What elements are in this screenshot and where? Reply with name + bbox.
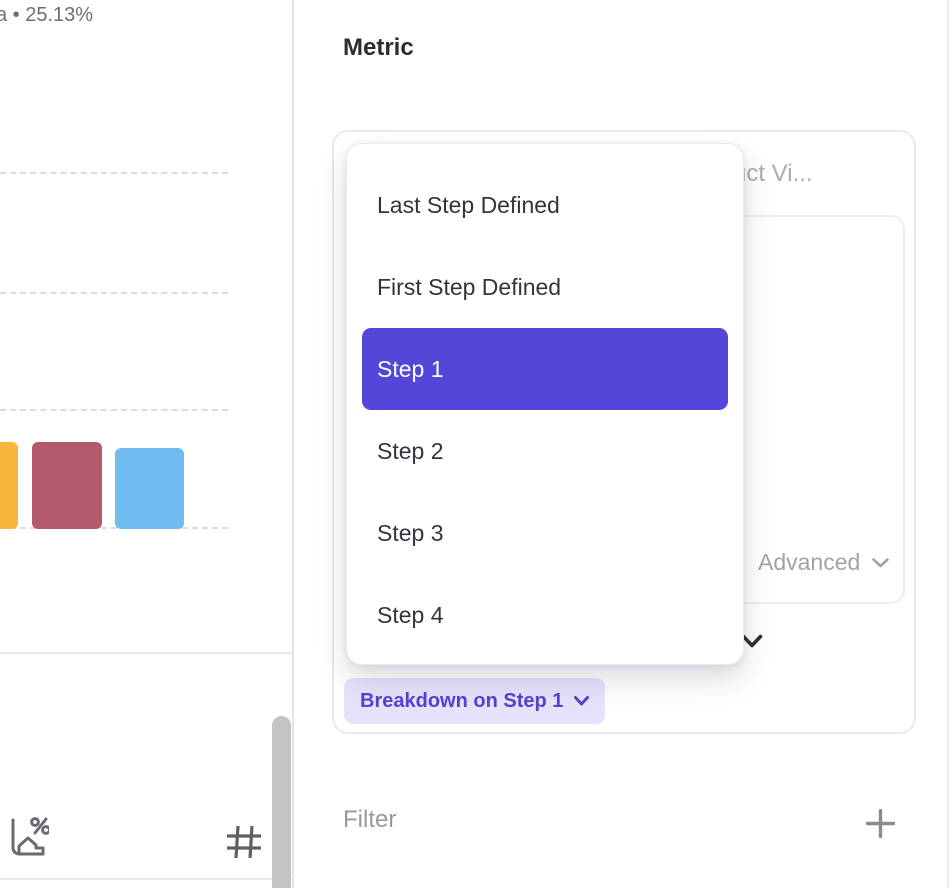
chevron-down-icon[interactable] xyxy=(741,634,763,649)
chart-baseline xyxy=(0,527,228,529)
menu-item-last-step-defined[interactable]: Last Step Defined xyxy=(377,191,560,218)
left-panel-section-divider xyxy=(0,652,293,654)
chart-hover-value-label: a • 25.13% xyxy=(0,4,94,26)
menu-item-first-step-defined[interactable]: First Step Defined xyxy=(377,273,562,300)
menu-item-step-1-selected[interactable]: Step 1 xyxy=(362,328,728,410)
vertical-scrollbar-thumb[interactable] xyxy=(272,716,291,888)
grid-hash-icon[interactable] xyxy=(225,824,263,860)
right-panel-edge xyxy=(947,0,949,888)
panel-divider xyxy=(292,0,294,888)
breakdown-on-step-button[interactable]: Breakdown on Step 1 xyxy=(344,678,606,724)
filter-section-title: Filter xyxy=(343,806,397,833)
advanced-label: Advanced xyxy=(758,549,861,575)
metric-section-title: Metric xyxy=(343,34,414,61)
metric-event-title-truncated: uct Vi... xyxy=(733,160,813,187)
add-filter-plus-icon[interactable] xyxy=(866,809,895,838)
chart-bar-maroon[interactable] xyxy=(32,442,102,529)
chart-gridline xyxy=(0,292,228,294)
chart-bar-orange[interactable] xyxy=(0,442,18,529)
breakdown-button-label: Breakdown on Step 1 xyxy=(360,689,564,712)
chart-gridline xyxy=(0,409,228,411)
left-panel-bottom-border xyxy=(0,878,293,880)
percent-chart-icon[interactable] xyxy=(7,814,49,862)
advanced-toggle[interactable]: Advanced xyxy=(758,549,890,576)
menu-item-step-2[interactable]: Step 2 xyxy=(377,437,444,464)
step-select-dropdown: Last Step Defined First Step Defined Ste… xyxy=(346,143,744,665)
menu-item-step-3[interactable]: Step 3 xyxy=(377,519,444,546)
menu-item-step-4[interactable]: Step 4 xyxy=(377,601,444,628)
chevron-down-icon xyxy=(574,696,590,706)
chevron-down-icon xyxy=(872,557,890,567)
chart-bar-blue[interactable] xyxy=(115,448,184,529)
chart-gridline xyxy=(0,172,228,174)
